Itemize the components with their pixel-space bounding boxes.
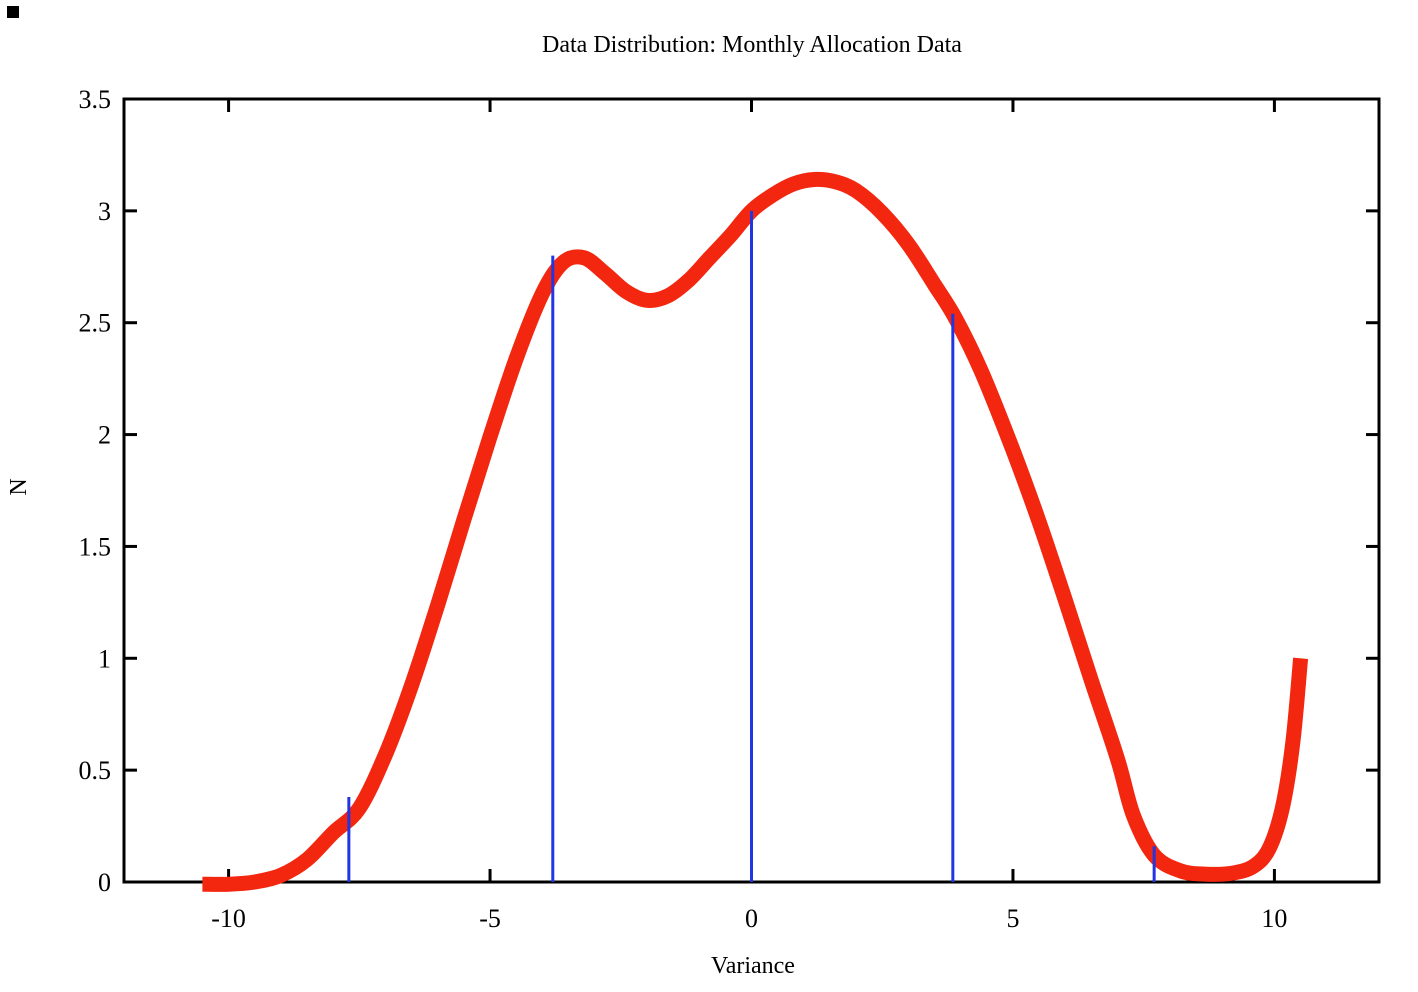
y-tick-label: 3.5 xyxy=(79,85,112,114)
y-tick-label: 3 xyxy=(98,197,111,226)
y-tick-label: 2 xyxy=(98,421,111,450)
y-tick-label: 0.5 xyxy=(79,756,112,785)
y-tick-label: 1 xyxy=(98,644,111,673)
corner-artifact-mark xyxy=(7,6,19,18)
x-axis-label: Variance xyxy=(711,953,795,979)
x-tick-label: 10 xyxy=(1261,904,1287,933)
chart-title: Data Distribution: Monthly Allocation Da… xyxy=(542,32,962,58)
y-axis-label: N xyxy=(6,478,32,495)
x-tick-label: -5 xyxy=(479,904,501,933)
y-tick-label: 1.5 xyxy=(79,532,112,561)
x-tick-label: 0 xyxy=(745,904,758,933)
x-tick-label: -10 xyxy=(211,904,246,933)
x-tick-label: 5 xyxy=(1006,904,1019,933)
y-tick-label: 2.5 xyxy=(79,309,112,338)
y-tick-label: 0 xyxy=(98,868,111,897)
plot-area: -10 -5 0 5 10 0 0.5 1 1.5 2 2.5 3 3.5 xyxy=(79,85,1381,933)
